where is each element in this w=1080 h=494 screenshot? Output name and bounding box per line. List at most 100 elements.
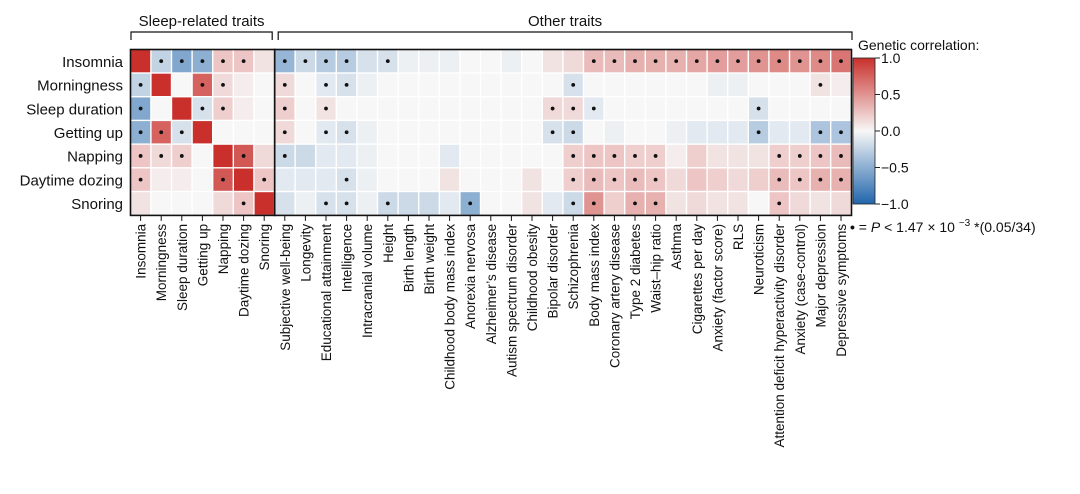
heatmap-cell	[419, 192, 439, 215]
significance-dot	[159, 154, 164, 158]
significance-dot	[715, 59, 720, 64]
column-labels: Insomnia Morningness Sleep duration Getting…	[134, 215, 849, 448]
heatmap-cell	[357, 97, 377, 120]
significance-dot	[159, 59, 164, 64]
significance-dot	[550, 130, 555, 135]
significance-dot	[591, 154, 596, 158]
heatmap-cell	[398, 168, 418, 191]
significance-note: • = P < 1.47 × 10 −3 *(0.05/34)	[850, 213, 1036, 235]
significance-dot	[777, 177, 782, 182]
heatmap-cell	[192, 144, 212, 168]
heatmap-cell	[254, 50, 274, 73]
group-label: Other traits	[528, 13, 602, 30]
heatmap-cell	[707, 168, 727, 191]
heatmap-cell	[543, 168, 563, 191]
heatmap-cell	[543, 144, 563, 168]
heatmap-cell	[357, 168, 377, 191]
significance-dot	[550, 106, 555, 111]
column-label: Sleep duration	[175, 224, 190, 311]
heatmap-cell	[460, 73, 480, 96]
significance-dot	[241, 201, 246, 206]
significance-dot	[221, 177, 225, 182]
column-label: Anxiety (case-control)	[793, 224, 808, 355]
heatmap-cell	[378, 73, 398, 96]
significance-dot	[303, 59, 308, 64]
significance-dot	[674, 59, 679, 64]
significance-dot	[138, 82, 143, 87]
heatmap-cell	[172, 192, 192, 215]
significance-dot	[324, 201, 328, 206]
significance-dot	[571, 177, 576, 182]
column-label: Insomnia	[134, 223, 149, 278]
significance-dot	[179, 154, 184, 158]
heatmap-cell	[398, 97, 418, 120]
heatmap-cell	[213, 121, 233, 144]
significance-dot	[468, 201, 473, 206]
heatmap-cell	[646, 73, 666, 96]
heatmap-cell	[687, 121, 707, 144]
column-label: Anorexia nervosa	[463, 223, 478, 329]
heatmap-cell	[378, 144, 398, 168]
heatmap-cell	[769, 73, 789, 96]
legend-title: Genetic correlation:	[858, 37, 979, 53]
column-label: Cigarettes per day	[690, 224, 705, 335]
heatmap-cell	[604, 97, 624, 120]
significance-dot	[200, 82, 205, 87]
heatmap-cell	[687, 192, 707, 215]
heatmap-cell	[543, 73, 563, 96]
heatmap-cell	[522, 73, 542, 96]
heatmap-cell	[625, 97, 645, 120]
column-label: Bipolar disorder	[546, 223, 561, 318]
heatmap-cell	[419, 97, 439, 120]
heatmap-cell	[131, 192, 151, 215]
significance-dot	[282, 59, 287, 64]
significance-dot	[756, 59, 761, 64]
heatmap-cell	[172, 73, 192, 96]
heatmap-cell	[749, 168, 769, 191]
heatmap-cell	[440, 144, 460, 168]
heatmap-cell	[398, 144, 418, 168]
significance-dot	[344, 59, 349, 64]
significance-dot	[736, 59, 740, 64]
significance-dot	[591, 177, 596, 182]
heatmap-cell	[481, 144, 501, 168]
heatmap-cell	[481, 50, 501, 73]
heatmap-cell	[646, 121, 666, 144]
heatmap-cell	[481, 168, 501, 191]
significance-dot	[179, 59, 184, 64]
significance-dot	[839, 130, 843, 135]
heatmap-cell	[666, 73, 686, 96]
heatmap-cell	[460, 168, 480, 191]
heatmap-cell	[316, 144, 336, 168]
significance-dot	[591, 59, 596, 64]
heatmap-cell	[378, 97, 398, 120]
heatmap-cell	[357, 144, 377, 168]
heatmap-cell	[275, 192, 295, 215]
heatmap-cell	[419, 121, 439, 144]
significance-dot	[818, 177, 823, 182]
significance-dot	[797, 59, 802, 64]
significance-dot	[200, 59, 205, 64]
group-brackets: Sleep-related traits Other traits	[130, 13, 853, 40]
significance-dot	[324, 82, 328, 87]
significance-dot	[138, 106, 143, 111]
heatmap-cell	[275, 168, 295, 191]
heatmap-cell	[295, 97, 315, 120]
significance-dot	[344, 177, 349, 182]
heatmap-cell	[440, 192, 460, 215]
heatmap-cell	[357, 73, 377, 96]
heatmap-cell	[769, 97, 789, 120]
heatmap-cell	[254, 121, 274, 144]
significance-dot	[653, 59, 658, 64]
legend-tick-label: 0.0	[881, 123, 901, 139]
heatmap-cell	[501, 50, 521, 73]
column-label: Waist–hip ratio	[649, 224, 664, 313]
significance-dot	[282, 106, 287, 111]
significance-dot	[571, 106, 576, 111]
row-label: Morningness	[37, 78, 123, 95]
heatmap-cell	[481, 73, 501, 96]
heatmap-cell	[625, 73, 645, 96]
heatmap-cell	[501, 144, 521, 168]
heatmap-cell	[440, 50, 460, 73]
